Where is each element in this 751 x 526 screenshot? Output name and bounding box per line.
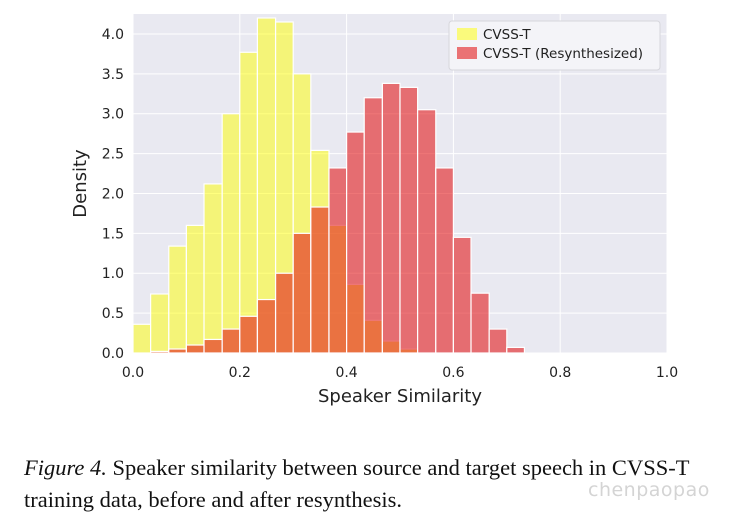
- bar-series-1: [274, 272, 294, 354]
- legend-box: [448, 20, 661, 71]
- bar-series-0: [185, 224, 205, 354]
- bar-series-1: [470, 292, 490, 354]
- bar-series-0: [239, 51, 259, 354]
- y-tick-label: 2.5: [102, 147, 124, 163]
- bar-series-1: [417, 109, 437, 354]
- y-axis-label: Density: [70, 149, 91, 218]
- x-tick-label: 0.2: [229, 365, 251, 381]
- bar-series-1: [328, 167, 348, 354]
- bar-series-0: [132, 323, 152, 354]
- x-tick-label: 0.4: [335, 365, 357, 381]
- legend-swatch-cvss-t: [457, 28, 477, 40]
- bar-series-1: [363, 97, 383, 354]
- x-axis-label: Speaker Similarity: [318, 386, 482, 407]
- y-tick-label: 0.0: [102, 346, 124, 362]
- y-tick-label: 0.5: [102, 306, 124, 322]
- bar-series-0: [221, 113, 241, 354]
- legend-label-cvss-t-resynthesized: CVSS-T (Resynthesized): [483, 46, 643, 62]
- axis-ticks: 0.0 0.2 0.4 0.6 0.8 1.0 0.0 0.5 1.0 1.5 2.0 2.5 3.0 3…: [102, 27, 678, 381]
- legend: CVSS-T CVSS-T (Resynthesized): [448, 20, 661, 71]
- bar-series-1: [256, 298, 277, 354]
- legend-label-cvss-t: CVSS-T: [483, 27, 531, 43]
- x-tick-label: 1.0: [656, 365, 678, 381]
- figure-label: Figure 4.: [24, 455, 107, 480]
- bar-series-1: [292, 232, 312, 354]
- caption-text: Speaker similarity between source and ta…: [24, 455, 690, 512]
- y-tick-label: 3.5: [102, 67, 124, 83]
- bar-series-1: [168, 348, 187, 354]
- y-tick-label: 1.0: [102, 266, 124, 282]
- bar-series-1: [203, 338, 223, 354]
- legend-swatch-cvss-t-resynthesized: [457, 47, 477, 59]
- y-tick-label: 4.0: [102, 27, 124, 43]
- bar-series-1: [452, 236, 472, 354]
- bar-series-0: [150, 293, 170, 354]
- bar-series-1: [506, 346, 526, 354]
- bar-series-1: [435, 167, 455, 354]
- bar-series-1: [346, 131, 365, 354]
- x-tick-label: 0.0: [122, 365, 144, 381]
- bar-series-1: [381, 82, 401, 354]
- x-tick-label: 0.6: [442, 365, 464, 381]
- bar-series-1: [488, 328, 508, 354]
- bar-series-1: [239, 315, 259, 354]
- y-tick-label: 2.0: [102, 186, 124, 202]
- figure-caption: Figure 4. Speaker similarity between sou…: [24, 452, 739, 516]
- y-tick-label: 3.0: [102, 107, 124, 123]
- bar-series-1: [399, 86, 419, 354]
- watermark: chenpaopao: [588, 479, 710, 501]
- histogram-bars: [132, 17, 526, 354]
- x-tick-label: 0.8: [549, 365, 571, 381]
- bar-series-0: [203, 183, 223, 354]
- bar-series-0: [168, 245, 187, 354]
- bar-series-1: [221, 328, 241, 354]
- bar-series-1: [150, 350, 170, 354]
- bar-series-1: [185, 344, 205, 354]
- bar-series-1: [310, 206, 330, 354]
- y-tick-label: 1.5: [102, 226, 124, 242]
- histogram-chart: 0.0 0.2 0.4 0.6 0.8 1.0 0.0 0.5 1.0 1.5 2.0 2.5 3.0 3…: [70, 14, 678, 407]
